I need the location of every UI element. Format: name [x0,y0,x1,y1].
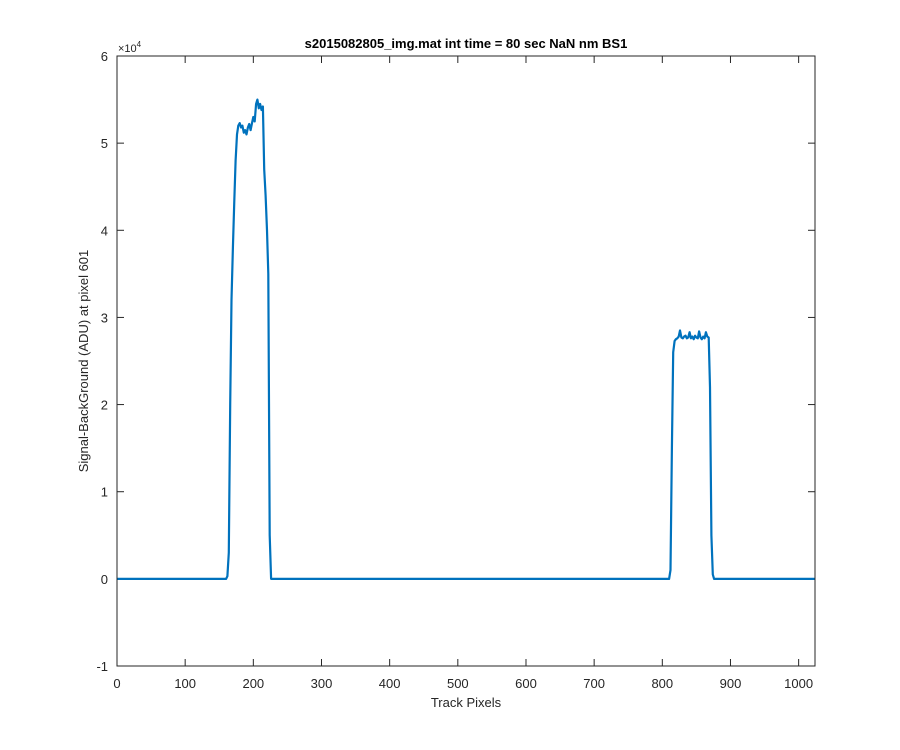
y-tick-label: 2 [101,398,108,413]
x-tick-label: 500 [447,676,469,691]
x-tick-label: 600 [515,676,537,691]
y-tick-label: 3 [101,310,108,325]
x-tick-label: 1000 [784,676,813,691]
tick-labels-group: 0 100 200 300 400 500 600 700 800 900 1000 -1 0 1 2 3 4 5… [96,49,813,691]
y-tick-label: 5 [101,136,108,151]
x-tick-label: 200 [242,676,264,691]
y-multiplier-base: ×10 [118,43,137,55]
y-tick-label: 6 [101,49,108,64]
plot-box [116,55,816,667]
x-tick-label: 400 [379,676,401,691]
y-tick-label: -1 [96,659,108,674]
ticks-group [116,55,815,667]
x-tick-label: 800 [651,676,673,691]
chart-title: s2015082805_img.mat int time = 80 sec Na… [305,36,628,51]
y-tick-label: 4 [101,223,108,238]
series-line [117,98,815,580]
x-tick-label: 300 [311,676,333,691]
y-tick-label: 0 [101,572,108,587]
x-tick-label: 0 [113,676,120,691]
x-tick-label: 100 [174,676,196,691]
y-multiplier: ×104 [118,40,142,55]
y-tick-label: 1 [101,485,108,500]
x-tick-label: 900 [720,676,742,691]
plot-area [117,56,815,666]
x-axis-label: Track Pixels [431,695,502,710]
y-axis-label: Signal-BackGround (ADU) at pixel 601 [76,250,91,473]
y-multiplier-exponent: 4 [137,40,142,49]
x-tick-label: 700 [583,676,605,691]
